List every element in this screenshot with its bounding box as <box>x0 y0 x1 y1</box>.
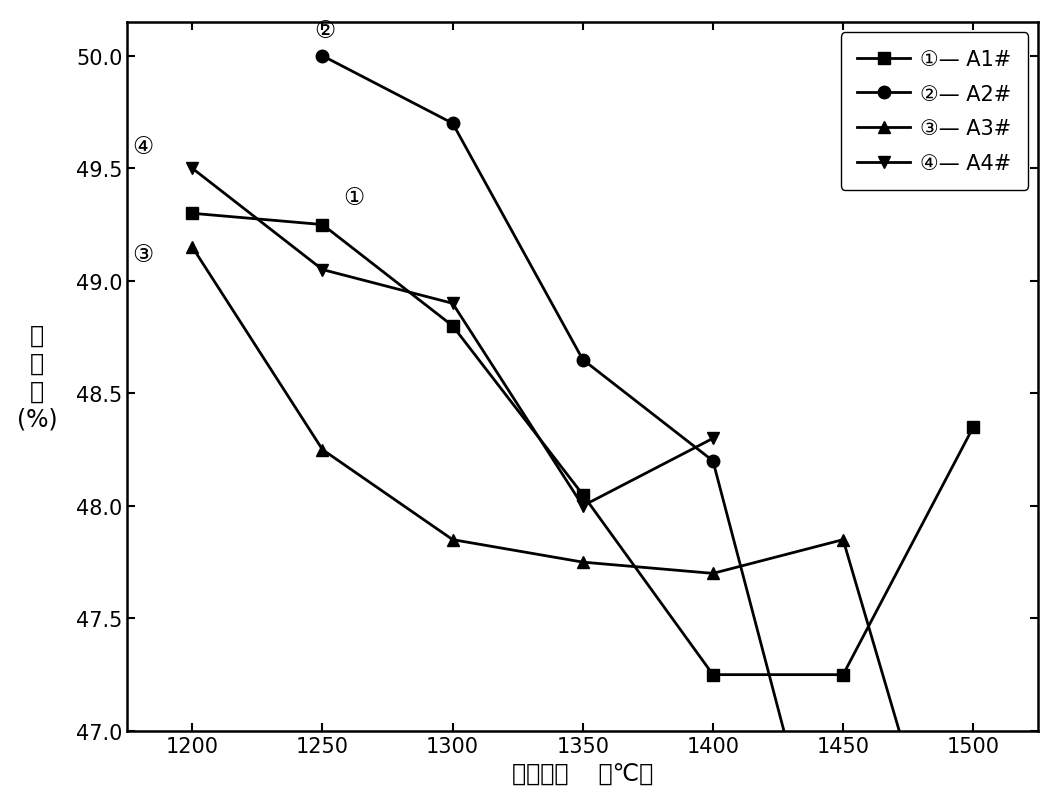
Legend: ①— A1#, ②— A2#, ③— A3#, ④— A4#: ①— A1#, ②— A2#, ③— A3#, ④— A4# <box>841 34 1028 190</box>
Text: ①: ① <box>343 185 364 209</box>
Text: ③: ③ <box>132 242 153 266</box>
Y-axis label: 气
孔
率
(%): 气 孔 率 (%) <box>17 323 57 431</box>
Text: ④: ④ <box>132 135 153 159</box>
Text: ②: ② <box>314 19 335 43</box>
X-axis label: 烧结温度    （℃）: 烧结温度 （℃） <box>512 761 653 785</box>
